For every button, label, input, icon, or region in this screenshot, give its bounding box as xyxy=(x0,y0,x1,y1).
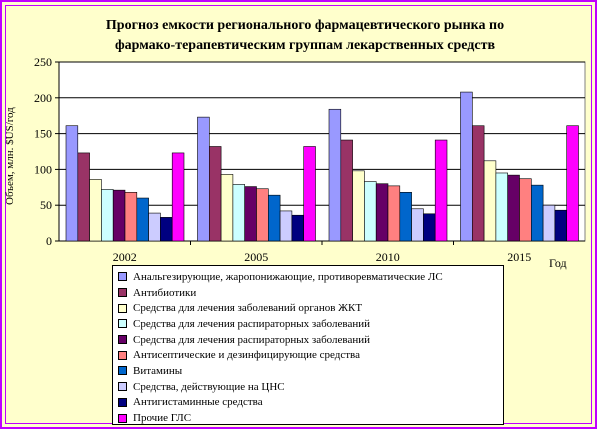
bar xyxy=(267,194,281,242)
bar xyxy=(232,184,245,242)
legend-item: Прочие ГЛС xyxy=(118,410,503,426)
legend-item: Средства для лечения заболеваний органов… xyxy=(118,300,503,316)
legend-item: Средства, действующие на ЦНС xyxy=(118,379,503,395)
legend-label: Средства для лечения заболеваний органов… xyxy=(133,302,363,315)
bar xyxy=(101,189,114,242)
bar xyxy=(291,214,304,242)
legend-swatch xyxy=(118,319,127,329)
bar xyxy=(554,209,568,242)
bar xyxy=(303,146,316,242)
bar xyxy=(387,185,401,242)
bar xyxy=(65,125,79,242)
legend-item: Антисептические и дезинфицирующие средст… xyxy=(118,347,503,363)
y-tick-label: 50 xyxy=(40,198,52,212)
legend-label: Витамины xyxy=(133,364,183,377)
x-tick-label: 2005 xyxy=(244,250,268,264)
legend-item: Средства для лечения распираторных забол… xyxy=(118,316,503,332)
legend: Анальгезирующие, жаропонижающие, противо… xyxy=(112,265,504,425)
legend-swatch xyxy=(118,397,127,407)
chart-title-line-1: Прогноз емкости регионального фармацевти… xyxy=(105,18,505,33)
bar xyxy=(399,192,412,242)
bar xyxy=(352,170,365,242)
bar xyxy=(171,152,185,242)
bar xyxy=(160,217,173,242)
legend-swatch xyxy=(118,303,127,313)
bar xyxy=(530,184,544,242)
legend-swatch xyxy=(118,335,127,345)
bar xyxy=(77,152,90,242)
bar xyxy=(148,212,161,242)
bar xyxy=(471,125,485,242)
bar xyxy=(519,178,532,242)
y-tick-label: 0 xyxy=(46,234,52,248)
bar xyxy=(136,197,149,242)
legend-label: Средства для лечения распираторных забол… xyxy=(133,333,370,346)
bar xyxy=(256,188,269,242)
bar xyxy=(244,186,257,242)
legend-label: Средства для лечения распираторных забол… xyxy=(133,317,370,330)
x-tick-label: 2002 xyxy=(113,250,137,264)
bar xyxy=(112,189,126,242)
bar xyxy=(197,116,210,242)
bar xyxy=(483,160,497,242)
bar xyxy=(279,210,293,242)
legend-label: Антисептические и дезинфицирующие средст… xyxy=(133,349,360,362)
bar xyxy=(328,108,342,242)
chart-title-line-2: фармако-терапевтическим группам лекарств… xyxy=(114,38,496,53)
bar xyxy=(566,125,579,242)
bar xyxy=(89,179,102,242)
legend-label: Прочие ГЛС xyxy=(133,412,192,425)
legend-item: Антибиотики xyxy=(118,285,503,301)
legend-item: Средства для лечения распираторных забол… xyxy=(118,332,503,348)
legend-swatch xyxy=(118,272,127,282)
bar xyxy=(364,181,377,242)
chart-title: Прогноз емкости регионального фармацевти… xyxy=(40,16,570,56)
legend-item: Антигистаминные средства xyxy=(118,395,503,411)
legend-swatch xyxy=(118,366,127,376)
bar xyxy=(423,213,436,242)
bar xyxy=(375,183,389,242)
x-tick-label: 2015 xyxy=(507,250,531,264)
bar xyxy=(411,208,424,242)
bar xyxy=(220,174,234,242)
bar xyxy=(340,139,353,242)
bar xyxy=(209,146,222,242)
legend-label: Средства, действующие на ЦНС xyxy=(133,380,285,393)
legend-label: Анальгезирующие, жаропонижающие, противо… xyxy=(133,270,443,283)
legend-label: Антибиотики xyxy=(133,286,197,299)
y-tick-label: 200 xyxy=(34,91,52,105)
legend-item: Анальгезирующие, жаропонижающие, противо… xyxy=(118,269,503,285)
y-tick-label: 250 xyxy=(34,55,52,69)
legend-swatch xyxy=(118,413,127,423)
bar xyxy=(124,192,138,242)
bar xyxy=(542,204,556,242)
bar xyxy=(495,172,508,242)
y-tick-label: 100 xyxy=(34,162,52,176)
x-tick-label: 2010 xyxy=(376,250,400,264)
x-axis-label: Год xyxy=(549,256,567,270)
legend-item: Витамины xyxy=(118,363,503,379)
legend-label: Антигистаминные средства xyxy=(133,396,263,409)
bar xyxy=(507,174,520,242)
legend-swatch xyxy=(118,350,127,360)
y-tick-label: 150 xyxy=(34,127,52,141)
legend-swatch xyxy=(118,382,127,392)
bar xyxy=(434,139,448,242)
legend-swatch xyxy=(118,288,127,298)
bar xyxy=(460,91,473,242)
